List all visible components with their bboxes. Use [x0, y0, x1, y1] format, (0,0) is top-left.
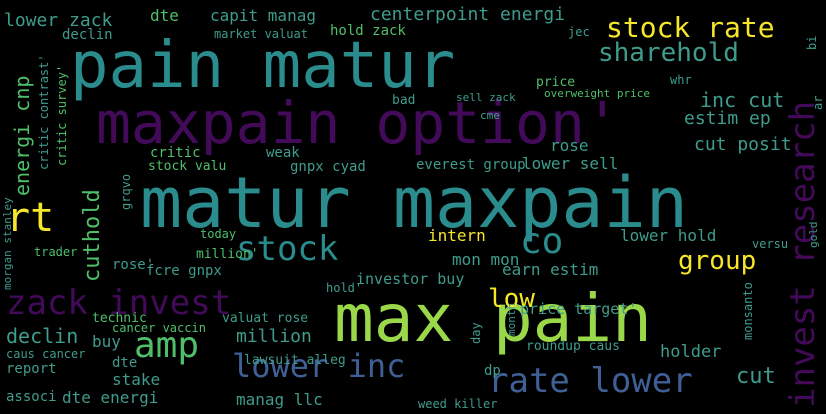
word-valuat-rose: valuat rose	[222, 311, 309, 326]
word-inc-cut: inc cut	[700, 88, 785, 112]
word-energi-cnp: energi cnp	[10, 75, 34, 196]
word-grqvo: grqvo	[119, 173, 133, 210]
word-rose-quote: rose'	[112, 257, 155, 273]
word-cut-posit: cut posit	[694, 134, 792, 155]
word-matur-maxpain: matur maxpain	[140, 162, 688, 244]
word-critic-contrast: critic contrast'	[37, 54, 51, 170]
word-group: group	[678, 246, 757, 276]
word-critic: critic	[150, 145, 201, 161]
word-rate-lower: rate lower	[488, 361, 693, 401]
word-amp: amp	[134, 325, 200, 366]
word-cancer-vaccin: cancer vaccin	[112, 321, 206, 335]
word-estim-ep: estim ep	[684, 108, 771, 129]
word-stock-valu: stock valu	[148, 159, 227, 174]
word-stock: stock	[236, 229, 339, 269]
word-trader: trader	[34, 245, 78, 259]
word-technic: technic	[92, 311, 147, 326]
word-lower-zack: lower zack	[4, 10, 113, 31]
word-manag-llc: manag llc	[236, 390, 323, 409]
word-morgan-stanley: morgan stanley	[1, 197, 14, 290]
word-rt: rt	[6, 195, 55, 241]
word-ar: ar	[811, 95, 825, 110]
word-earn-estim: earn estim	[502, 260, 599, 279]
word-gnpx-cyad: gnpx cyad	[290, 159, 366, 175]
word-price-target: price target'	[520, 300, 638, 318]
word-price: price	[536, 75, 576, 90]
word-cme: cme	[480, 109, 500, 122]
word-stake: stake	[112, 370, 161, 389]
word-dte-energi: dte energi	[62, 388, 159, 407]
word-dte-top: dte	[150, 6, 179, 25]
word-sharehold: sharehold	[598, 38, 739, 68]
word-roundup-caus: roundup caus	[526, 339, 620, 354]
word-gold: gold	[807, 221, 820, 249]
word-lower-hold: lower hold	[620, 226, 717, 245]
word-bi: bi	[805, 35, 819, 50]
word-zack-invest: zack invest	[6, 283, 232, 323]
word-declin-top: declin	[62, 27, 113, 43]
word-whr: whr	[670, 73, 692, 87]
word-dp: dp	[484, 363, 501, 379]
word-mon-mon: mon mon	[452, 250, 520, 269]
word-associ: associ	[6, 389, 57, 405]
word-million-quote: million'	[196, 247, 259, 262]
word-caus-cancer: caus cancer	[6, 347, 86, 361]
word-centerpoint-energi: centerpoint energi	[370, 4, 566, 25]
word-cuthold: cuthold	[80, 189, 105, 282]
word-co: co	[520, 221, 564, 262]
word-lower-sell: lower sell	[522, 154, 619, 173]
word-hold-quote: hold'	[326, 281, 363, 295]
word-day: day	[469, 322, 483, 344]
word-weak: weak	[266, 145, 300, 161]
word-sell-zack: sell zack	[456, 91, 516, 104]
word-million: million	[236, 326, 312, 347]
word-monsanto: monsanto	[741, 282, 755, 340]
word-dte-low: dte	[112, 355, 138, 371]
word-overweight-price: overweight price	[544, 87, 650, 100]
word-critic-survey: critic survey'	[55, 64, 69, 166]
word-stock-rate: stock rate	[606, 11, 775, 44]
word-holder: holder	[660, 342, 722, 362]
word-month: month	[505, 302, 518, 336]
word-max-pain: max pain	[334, 280, 652, 357]
word-lawsuit-alleg: lawsuit alleg	[244, 353, 346, 368]
word-investor-buy: investor buy	[356, 270, 465, 288]
word-versu: versu	[752, 237, 789, 251]
word-cut: cut	[736, 364, 776, 389]
word-jec: jec	[568, 25, 590, 39]
word-maxpain-option: maxpain option'	[96, 89, 620, 157]
word-buy: buy	[92, 332, 121, 351]
word-intern: intern	[428, 226, 486, 245]
word-lower-inc: lower inc	[232, 347, 406, 385]
word-low: low	[488, 284, 535, 314]
word-rose: rose	[550, 136, 589, 155]
word-today: today	[200, 227, 237, 241]
word-capit-manag: capit manag	[210, 6, 316, 25]
word-report: report	[6, 361, 57, 377]
word-hold-zack: hold zack	[330, 23, 406, 39]
word-market-valuat: market valuat	[214, 27, 308, 41]
word-pain-matur: pain matur	[70, 29, 456, 103]
word-bad: bad	[392, 93, 416, 108]
word-everest-group: everest group	[416, 157, 526, 173]
word-declin: declin	[6, 324, 79, 348]
word-weed-killer: weed killer	[418, 397, 498, 411]
word-fcre-gnpx: fcre gnpx	[146, 263, 222, 279]
